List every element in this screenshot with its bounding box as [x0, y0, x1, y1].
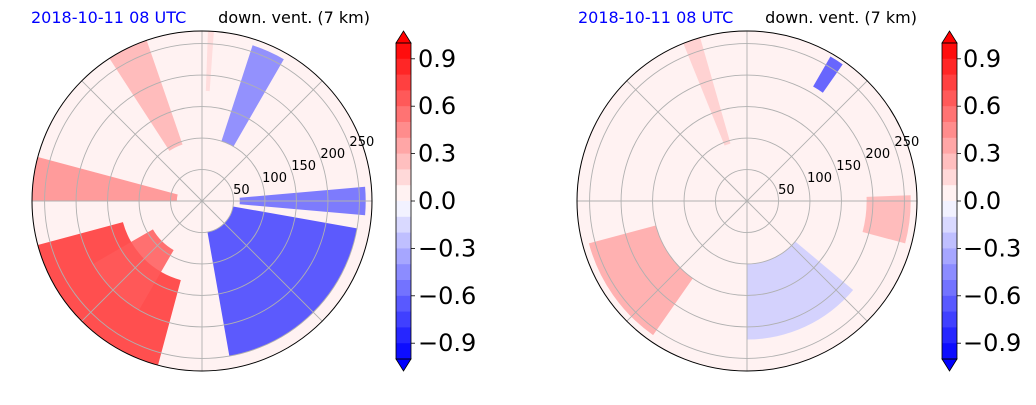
- colorbar-extend-min: [395, 358, 412, 372]
- heatmap-region: [32, 157, 178, 201]
- colorbar-level: [396, 137, 411, 155]
- colorbar-level: [396, 311, 411, 328]
- colorbar-level: [396, 264, 411, 281]
- colorbar-level: [396, 280, 411, 297]
- colorbar-level: [942, 43, 957, 60]
- colorbar-level: [396, 295, 411, 313]
- colorbar-tick-label: 0.0: [418, 187, 456, 215]
- colorbar-level: [942, 58, 957, 76]
- radial-tick-label: 150: [291, 159, 316, 174]
- colorbar-tick-label: 0.6: [418, 92, 456, 120]
- colorbar-level: [942, 327, 957, 344]
- colorbar-tick-label: 0.3: [963, 140, 1001, 168]
- grid-spoke: [626, 80, 748, 202]
- grid-spoke: [626, 200, 748, 322]
- colorbar-level: [396, 153, 411, 170]
- grid-spoke: [746, 80, 868, 202]
- colorbar-level: [396, 327, 411, 344]
- radial-tick-label: 200: [320, 147, 345, 162]
- radial-tick-label: 200: [865, 147, 890, 162]
- grid-spoke: [81, 80, 203, 202]
- polar-plot-right: 2018-10-11 08 UTC down. vent. (7 km) 50 …: [576, 8, 1021, 372]
- heatmap-region: [813, 56, 843, 93]
- colorbar-level: [942, 185, 957, 202]
- colorbar-level: [942, 264, 957, 281]
- colorbar-tick-label: 0.9: [418, 45, 456, 73]
- colorbar-tick-label: −0.3: [963, 234, 1021, 262]
- colorbar-extend-min: [941, 358, 958, 372]
- polar-frame: [31, 30, 373, 372]
- colorbar-tick-labels: 0.9 0.6 0.3 0.0 −0.3 −0.6 −0.9: [963, 45, 1021, 357]
- colorbar-level: [942, 153, 957, 170]
- colorbar-level: [396, 90, 411, 107]
- colorbar-level: [942, 74, 957, 91]
- radial-tick-label: 150: [836, 159, 861, 174]
- colorbar: [395, 30, 415, 372]
- colorbar-level: [396, 122, 411, 139]
- plot-title-right: down. vent. (7 km): [765, 8, 917, 27]
- heatmap-region: [683, 37, 731, 146]
- colorbar-extend-max: [941, 30, 958, 44]
- radial-tick-label: 50: [233, 183, 250, 198]
- heatmap-region: [747, 241, 854, 340]
- colorbar-extend-max: [395, 30, 412, 44]
- radial-tick-label: 100: [807, 171, 832, 186]
- grid-spoke: [201, 200, 323, 322]
- colorbar-tick-label: −0.6: [963, 282, 1021, 310]
- colorbar-level: [942, 295, 957, 313]
- colorbar-level: [942, 280, 957, 297]
- colorbar-tick-label: −0.9: [963, 329, 1021, 357]
- heatmap-region: [588, 225, 693, 336]
- colorbar-tick-label: 0.0: [963, 187, 1001, 215]
- heatmap-region: [205, 31, 214, 92]
- colorbar-level: [942, 343, 957, 360]
- colorbar-level: [396, 169, 411, 186]
- colorbar-level: [942, 137, 957, 155]
- colorbar-level: [942, 216, 957, 234]
- colorbar: [941, 30, 961, 372]
- radial-tick-label: 50: [778, 183, 795, 198]
- colorbar-level: [396, 74, 411, 91]
- colorbar-level: [396, 248, 411, 265]
- colorbar-level: [396, 216, 411, 234]
- heatmap-region: [862, 195, 911, 244]
- colorbar-level: [942, 169, 957, 186]
- colorbar-tick-label: −0.3: [418, 234, 476, 262]
- colorbar-level: [942, 106, 957, 123]
- colorbar-level: [396, 106, 411, 123]
- colorbar-tick-label: −0.9: [418, 329, 476, 357]
- colorbar-tick-label: −0.6: [418, 282, 476, 310]
- colorbar-level: [942, 201, 957, 218]
- colorbar-tick-label: 0.9: [963, 45, 1001, 73]
- colorbar-tick-label: 0.6: [963, 92, 1001, 120]
- plot-title-left: 2018-10-11 08 UTC: [578, 8, 733, 27]
- heatmap-region: [109, 40, 183, 151]
- colorbar-level: [942, 122, 957, 139]
- colorbar-level: [396, 201, 411, 218]
- heatmap-region: [221, 45, 284, 147]
- plot-title-left: 2018-10-11 08 UTC: [31, 8, 186, 27]
- colorbar-level: [396, 58, 411, 76]
- colorbar-level: [396, 43, 411, 60]
- colorbar-tick-label: 0.3: [418, 140, 456, 168]
- plot-title-right: down. vent. (7 km): [218, 8, 370, 27]
- colorbar-level: [942, 232, 957, 249]
- polar-grid: [577, 31, 917, 371]
- colorbar-level: [942, 90, 957, 107]
- polar-grid: [32, 31, 372, 371]
- colorbar-level: [942, 311, 957, 328]
- colorbar-level: [396, 232, 411, 249]
- colorbar-level: [942, 248, 957, 265]
- grid-spoke: [746, 200, 868, 322]
- colorbar-level: [396, 343, 411, 360]
- polar-frame: [576, 30, 918, 372]
- colorbar-tick-labels: 0.9 0.6 0.3 0.0 −0.3 −0.6 −0.9: [418, 45, 476, 357]
- radial-tick-label: 100: [262, 171, 287, 186]
- colorbar-level: [396, 185, 411, 202]
- grid-spoke: [81, 200, 203, 322]
- polar-plot-left: 2018-10-11 08 UTC down. vent. (7 km) 50 …: [31, 8, 476, 372]
- grid-spoke: [201, 80, 323, 202]
- heatmap-layer: [588, 37, 911, 340]
